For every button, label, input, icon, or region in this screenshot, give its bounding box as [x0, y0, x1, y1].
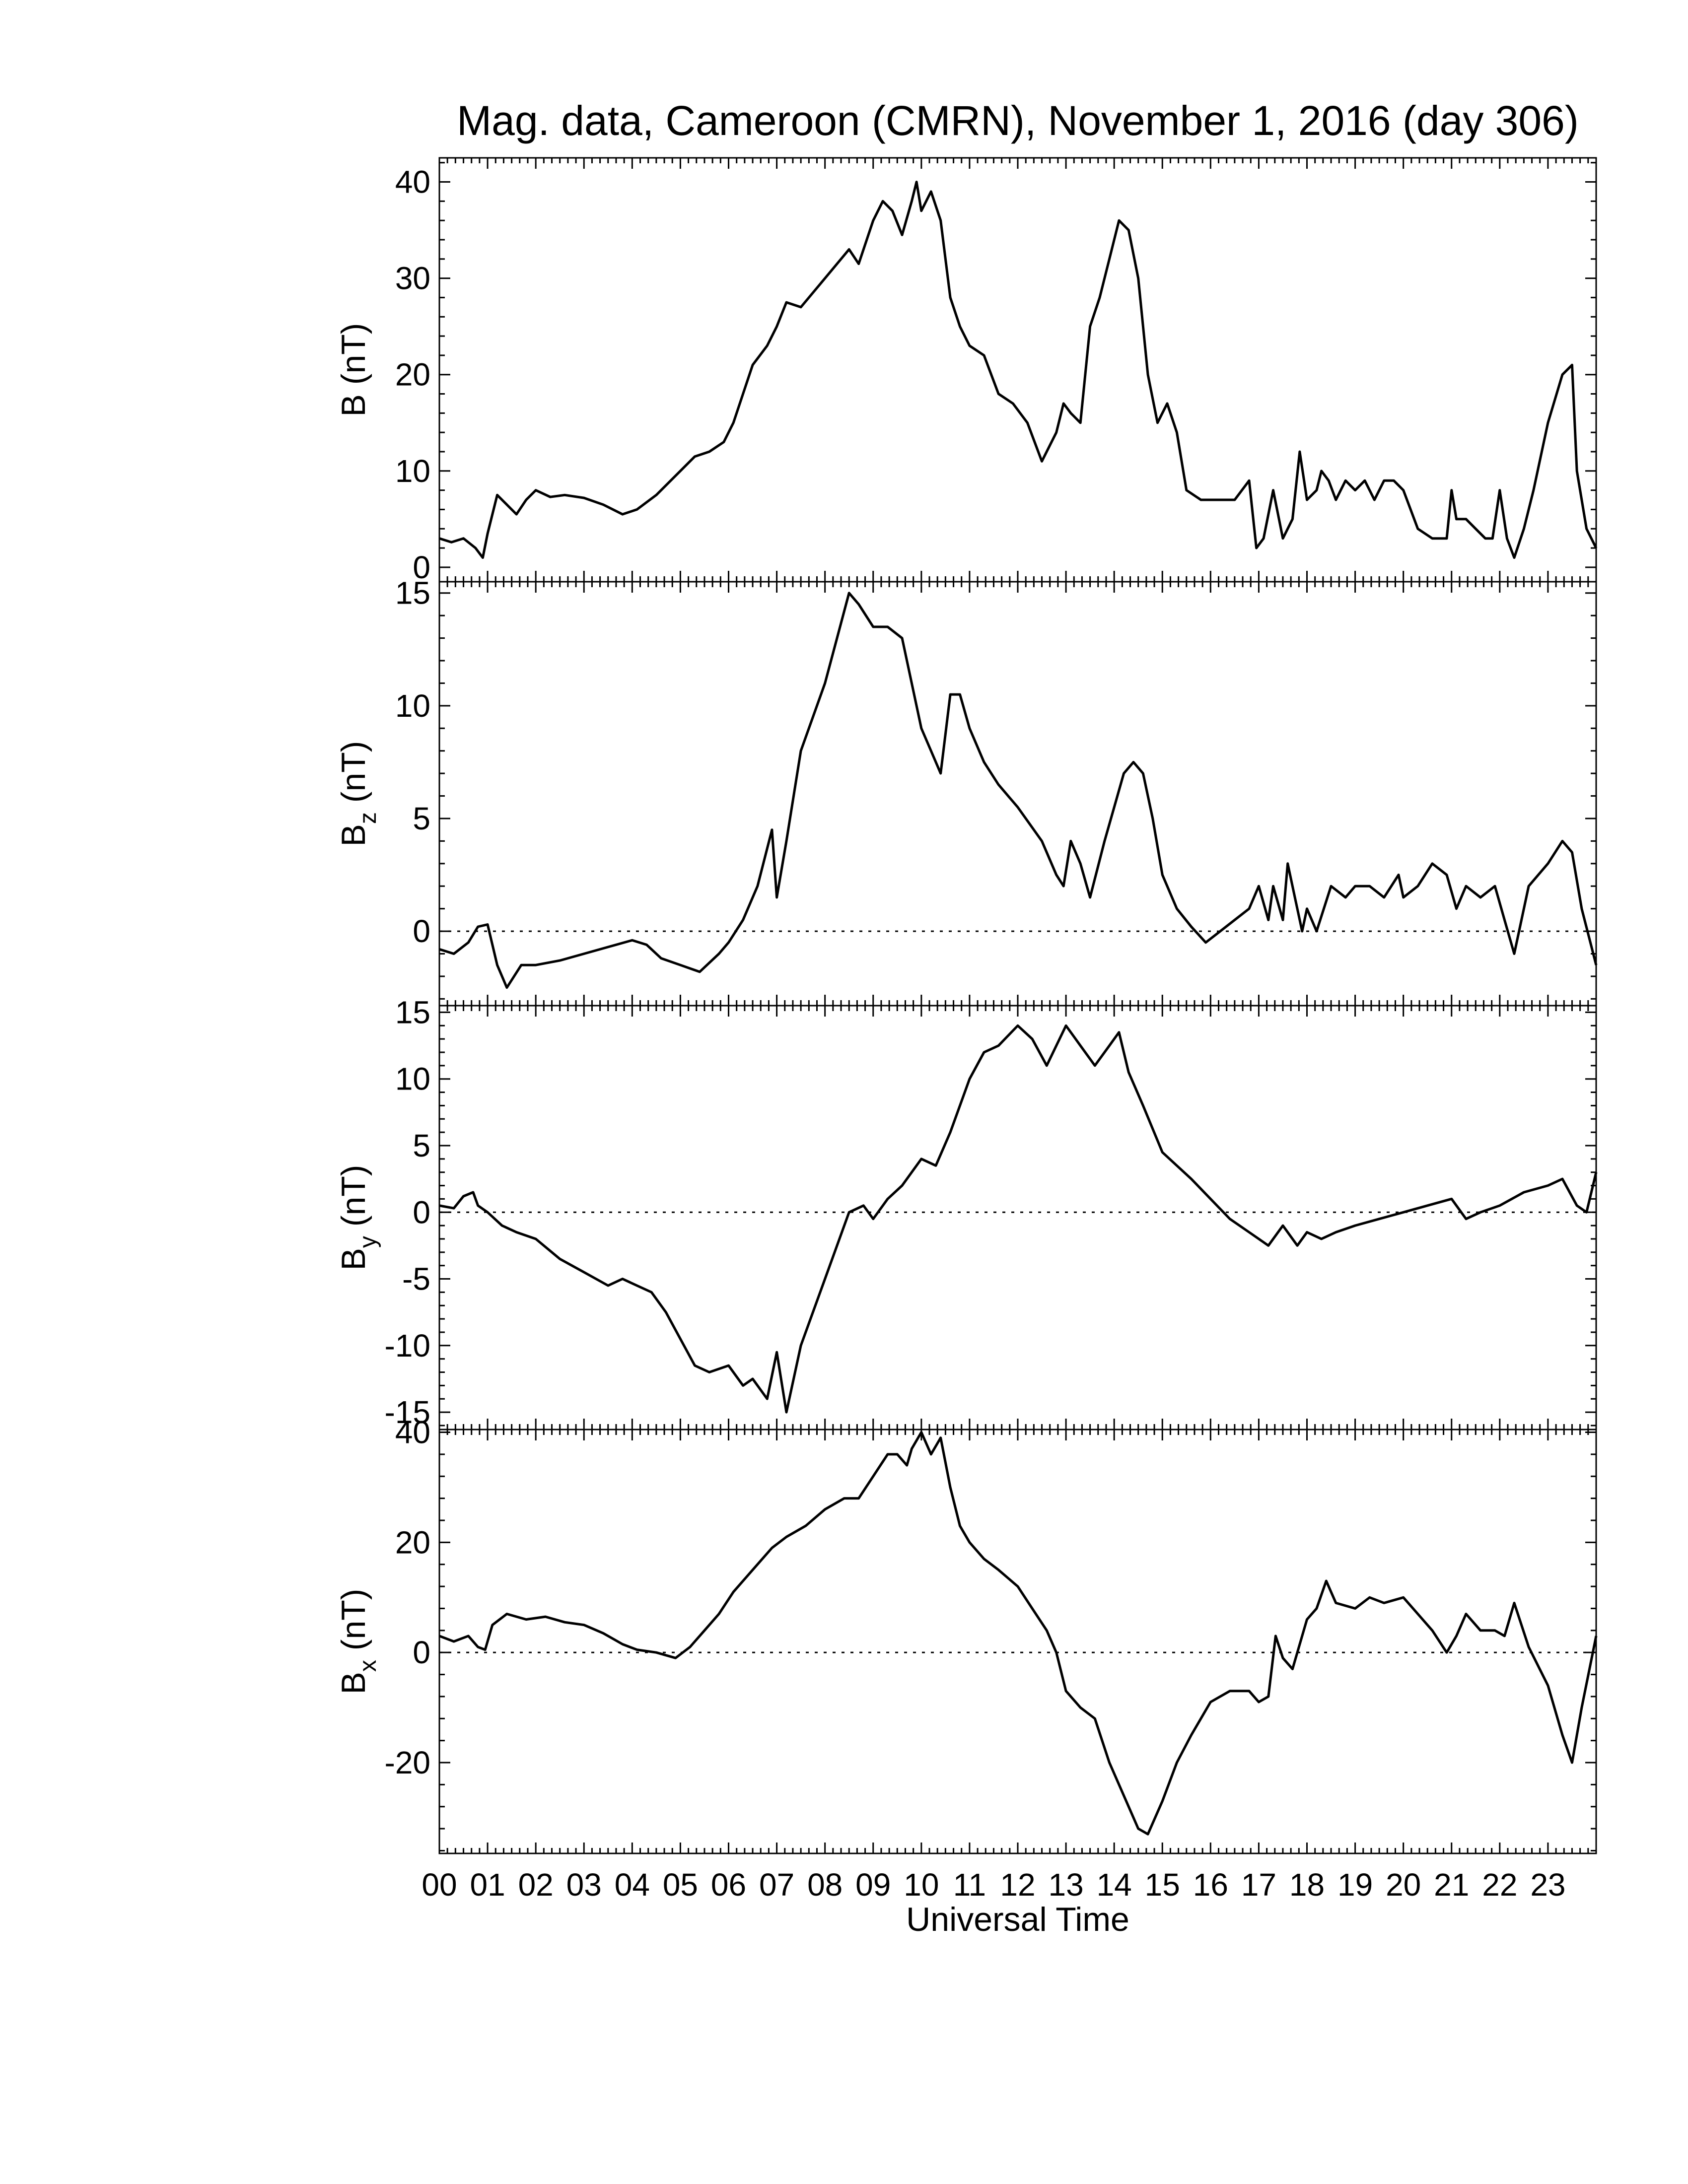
panel-frame-By — [438, 1005, 1597, 1431]
y-tick-label-By: -15 — [385, 1394, 431, 1430]
x-tick-label: 20 — [1386, 1867, 1421, 1903]
y-axis-label-Bz: Bz (nT) — [335, 741, 381, 847]
x-tick-label: 05 — [663, 1867, 698, 1903]
y-axis-label-sub: z — [355, 812, 381, 824]
panel-frame-B — [438, 157, 1597, 583]
panel-frame-Bx — [438, 1429, 1597, 1854]
y-tick-label-By: 15 — [395, 994, 430, 1030]
chart-title: Mag. data, Cameroon (CMRN), November 1, … — [457, 97, 1579, 144]
y-tick-label-By: 0 — [413, 1194, 430, 1230]
x-tick-label: 21 — [1434, 1867, 1469, 1903]
panel-By: -15 -10 -5 0 5 10 15 By (nT) — [335, 994, 1598, 1431]
y-axis-label-unit: (nT) — [335, 1165, 372, 1236]
y-axis-label-unit: (nT) — [335, 323, 372, 395]
y-tick-label-B: 40 — [395, 164, 430, 200]
x-tick-label: 02 — [518, 1867, 554, 1903]
x-tick-label: 08 — [807, 1867, 843, 1903]
y-tick-label-B: 0 — [413, 549, 430, 585]
y-tick-label-Bx: 40 — [395, 1415, 430, 1450]
x-tick-label: 17 — [1241, 1867, 1276, 1903]
panel-Bx: -20 0 20 40 Bx (nT) — [335, 1415, 1598, 1854]
y-tick-label-Bx: 0 — [413, 1635, 430, 1670]
y-axis-label-By: By (nT) — [335, 1165, 381, 1271]
y-tick-label-By: -10 — [385, 1328, 431, 1364]
y-tick-label-Bz: 15 — [395, 575, 430, 611]
y-tick-label-B: 10 — [395, 453, 430, 489]
panels-group: 0 10 20 30 40 B (nT) 0 5 10 15 Bz (nT) -15 -10 -5 0 5 10… — [335, 157, 1598, 1854]
y-tick-label-B: 20 — [395, 357, 430, 393]
y-axis-label-main: B — [335, 824, 372, 846]
x-axis-label: Universal Time — [906, 1901, 1129, 1938]
y-tick-label-By: -5 — [402, 1261, 430, 1297]
y-tick-label-Bz: 0 — [413, 913, 430, 949]
x-tick-label: 19 — [1337, 1867, 1373, 1903]
y-axis-label-main: B — [335, 394, 372, 416]
y-tick-label-By: 10 — [395, 1061, 430, 1097]
y-axis-label-main: B — [335, 1248, 372, 1270]
x-tick-label: 03 — [566, 1867, 602, 1903]
x-tick-label: 13 — [1048, 1867, 1083, 1903]
panel-frame-Bz — [438, 581, 1597, 1007]
y-axis-label-Bx: Bx (nT) — [335, 1589, 381, 1695]
x-tick-label: 01 — [470, 1867, 505, 1903]
x-tick-label: 09 — [855, 1867, 891, 1903]
series-line-Bx — [439, 1431, 1598, 1836]
y-tick-label-Bz: 5 — [413, 801, 430, 836]
x-tick-label: 00 — [422, 1867, 457, 1903]
y-axis-label-sub: x — [355, 1660, 381, 1672]
x-tick-label: 06 — [711, 1867, 746, 1903]
panel-B: 0 10 20 30 40 B (nT) — [335, 157, 1598, 585]
x-tick-label: 11 — [953, 1867, 986, 1903]
x-tick-label: 15 — [1145, 1867, 1180, 1903]
panel-Bz: 0 5 10 15 Bz (nT) — [335, 575, 1598, 1007]
y-tick-label-Bx: -20 — [385, 1745, 431, 1780]
x-tick-label: 16 — [1193, 1867, 1228, 1903]
y-tick-label-Bz: 10 — [395, 688, 430, 724]
y-axis-label-unit: (nT) — [335, 741, 372, 813]
x-tick-labels: 00 01 02 03 04 05 06 07 08 09 10 11 12 13 14 15 16 17 18 19… — [422, 1867, 1565, 1903]
y-axis-label-unit: (nT) — [335, 1589, 372, 1660]
series-line-Bz — [439, 592, 1598, 989]
y-axis-label-sub: y — [355, 1236, 381, 1248]
x-tick-label: 23 — [1530, 1867, 1565, 1903]
x-tick-label: 07 — [759, 1867, 794, 1903]
x-tick-label: 18 — [1289, 1867, 1325, 1903]
x-tick-label: 14 — [1097, 1867, 1132, 1903]
series-line-B — [439, 181, 1598, 559]
y-axis-label-B: B (nT) — [335, 323, 372, 417]
series-line-By — [439, 1024, 1598, 1414]
x-tick-label: 04 — [615, 1867, 650, 1903]
y-tick-label-Bx: 20 — [395, 1524, 430, 1560]
x-tick-label: 12 — [1000, 1867, 1035, 1903]
x-tick-label: 10 — [904, 1867, 939, 1903]
y-tick-label-B: 30 — [395, 261, 430, 296]
y-tick-label-By: 5 — [413, 1128, 430, 1163]
x-tick-label: 22 — [1482, 1867, 1517, 1903]
y-axis-label-main: B — [335, 1672, 372, 1694]
